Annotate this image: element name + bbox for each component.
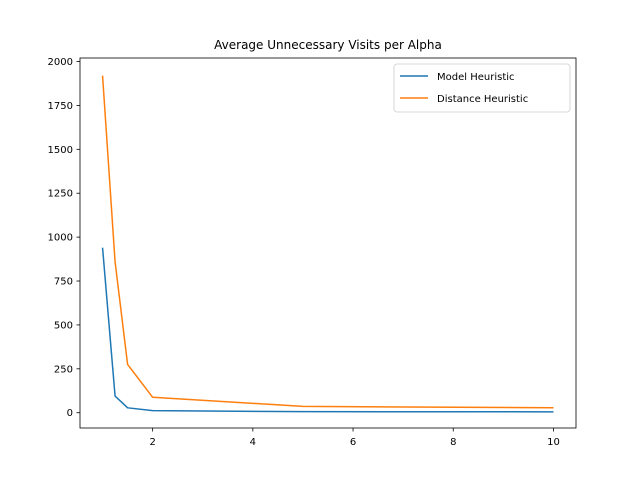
series-line-model-heuristic xyxy=(101,247,554,413)
y-tick-label: 2000 xyxy=(48,57,73,68)
x-tick-label: 4 xyxy=(250,437,256,448)
legend-label-model-heuristic: Model Heuristic xyxy=(437,72,515,83)
y-tick-label: 1250 xyxy=(48,189,73,200)
chart-title: Average Unnecessary Visits per Alpha xyxy=(214,38,442,52)
y-tick-label: 0 xyxy=(67,408,73,419)
legend-label-distance-heuristic: Distance Heuristic xyxy=(437,94,528,105)
x-tick-label: 2 xyxy=(149,437,155,448)
series-line-distance-heuristic xyxy=(101,75,554,409)
plot-frame xyxy=(79,57,577,429)
legend-box xyxy=(393,63,571,113)
x-tick-label: 10 xyxy=(547,437,560,448)
y-tick-label: 1750 xyxy=(48,101,73,112)
legend: Model Heuristic Distance Heuristic xyxy=(393,63,571,113)
y-tick-label: 250 xyxy=(54,364,73,375)
y-tick-label: 500 xyxy=(54,320,73,331)
x-tick-label: 6 xyxy=(350,437,356,448)
y-tick-label: 750 xyxy=(54,277,73,288)
y-tick-label: 1500 xyxy=(48,145,73,156)
axis-ticks: 2 4 6 8 10 0 250 500 750 1000 1250 1500 1750 2000 xyxy=(48,57,560,448)
x-tick-label: 8 xyxy=(450,437,456,448)
y-tick-label: 1000 xyxy=(48,233,73,244)
series-lines xyxy=(101,75,554,413)
